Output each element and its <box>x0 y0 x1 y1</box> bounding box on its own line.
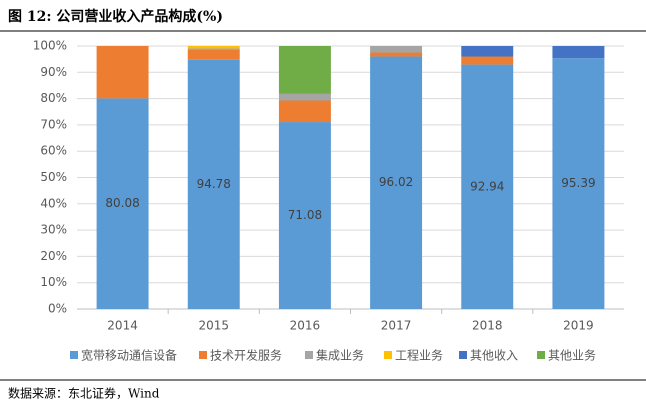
bar-segment <box>187 48 240 50</box>
bar-segment <box>370 56 423 309</box>
bar-segment <box>461 46 514 57</box>
bar-segment <box>278 100 331 123</box>
data-label: 92.94 <box>470 179 504 193</box>
bar-segment <box>96 98 149 309</box>
data-label: 96.02 <box>379 175 413 189</box>
legend-label: 技术开发服务 <box>210 348 282 363</box>
data-label: 95.39 <box>561 176 595 190</box>
data-label: 80.08 <box>105 196 139 210</box>
bar-segment <box>552 46 605 59</box>
legend-swatch <box>199 351 207 359</box>
y-tick-label: 10% <box>40 275 67 289</box>
x-tick-label: 2017 <box>381 319 412 333</box>
y-tick-label: 70% <box>40 117 67 131</box>
legend-label: 其他业务 <box>548 348 596 363</box>
x-tick-label: 2014 <box>107 319 138 333</box>
chart-title: 图 12: 公司营业收入产品构成(%) <box>8 8 223 25</box>
y-tick-label: 50% <box>40 170 67 184</box>
legend-swatch <box>459 351 467 359</box>
bar-segment <box>187 59 240 309</box>
bar-segment <box>187 49 240 60</box>
bar-segment <box>96 46 149 99</box>
legend-swatch <box>70 351 78 359</box>
x-tick-label: 2018 <box>472 319 503 333</box>
bar-segment <box>552 58 605 309</box>
bar-segment <box>278 122 331 309</box>
x-tick-label: 2019 <box>563 319 594 333</box>
bar-segment <box>370 52 423 57</box>
legend-swatch <box>384 351 392 359</box>
legend-label: 其他收入 <box>470 349 518 363</box>
y-tick-label: 0% <box>48 302 67 316</box>
bar-segment <box>187 46 240 49</box>
source: 数据来源：东北证券，Wind <box>8 386 160 401</box>
bar-segment <box>278 93 331 101</box>
legend-label: 宽带移动通信设备 <box>81 348 177 363</box>
y-tick-label: 30% <box>40 223 67 237</box>
x-tick-label: 2015 <box>198 319 229 333</box>
data-label: 71.08 <box>288 208 322 222</box>
data-label: 94.78 <box>197 177 231 191</box>
legend-label: 工程业务 <box>395 348 443 363</box>
legend-swatch <box>305 351 313 359</box>
y-tick-label: 80% <box>40 91 67 105</box>
bar-segment <box>370 46 423 53</box>
legend-label: 集成业务 <box>316 348 364 363</box>
bar-segment <box>461 64 514 309</box>
y-tick-label: 60% <box>40 144 67 158</box>
legend-swatch <box>537 351 545 359</box>
bar-segment <box>461 56 514 65</box>
y-tick-label: 40% <box>40 196 67 210</box>
y-tick-label: 20% <box>40 249 67 263</box>
y-tick-label: 100% <box>33 39 67 53</box>
y-tick-label: 90% <box>40 65 67 79</box>
bar-segment <box>278 46 331 94</box>
x-tick-label: 2016 <box>290 319 321 333</box>
